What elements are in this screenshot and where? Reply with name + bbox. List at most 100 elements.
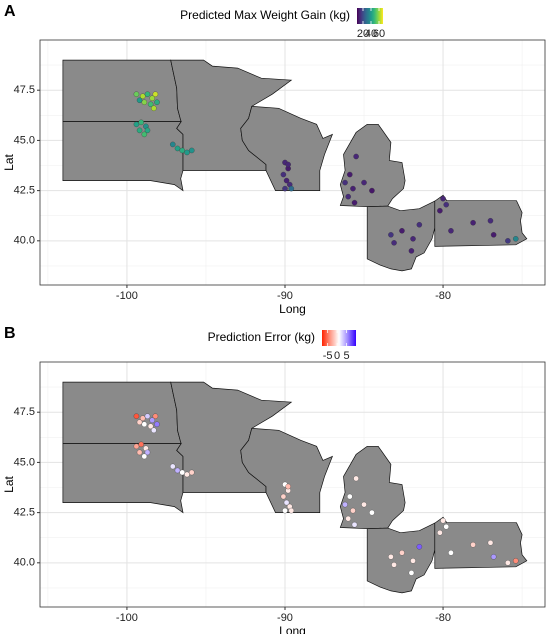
colorbar bbox=[357, 8, 383, 24]
colorbar-label: 0 bbox=[334, 350, 340, 362]
y-tick-label: 47.5 bbox=[14, 406, 35, 418]
site-point bbox=[283, 499, 290, 506]
x-tick-label: -100 bbox=[116, 612, 138, 624]
site-point bbox=[141, 421, 148, 428]
site-point bbox=[351, 521, 358, 528]
y-tick-label: 40.0 bbox=[14, 235, 35, 247]
site-point bbox=[144, 127, 151, 134]
site-point bbox=[136, 419, 143, 425]
site-point bbox=[283, 177, 290, 184]
site-point bbox=[513, 558, 519, 564]
panel-border bbox=[39, 39, 546, 286]
panel-label: A bbox=[4, 3, 16, 20]
colorbar-label: 5 bbox=[343, 350, 349, 362]
state bbox=[366, 522, 436, 594]
site-point bbox=[144, 91, 151, 97]
site-point bbox=[513, 236, 519, 242]
site-point bbox=[351, 199, 358, 206]
state bbox=[366, 200, 436, 272]
x-axis-label: Long bbox=[279, 302, 306, 316]
site-point bbox=[410, 558, 416, 564]
site-point bbox=[361, 179, 367, 186]
site-point bbox=[399, 550, 405, 556]
site-point bbox=[487, 539, 494, 546]
site-point bbox=[408, 248, 415, 254]
site-point bbox=[285, 483, 291, 490]
state bbox=[434, 194, 528, 247]
site-point bbox=[490, 554, 497, 560]
state bbox=[62, 443, 184, 514]
site-point bbox=[136, 127, 143, 134]
colorbar-label: 20 bbox=[357, 28, 369, 40]
state bbox=[62, 121, 184, 192]
site-point bbox=[288, 185, 295, 192]
site-point bbox=[347, 493, 353, 500]
legend-title: Prediction Error (kg) bbox=[208, 330, 315, 344]
x-tick-label: -90 bbox=[277, 612, 293, 624]
panel-border bbox=[39, 361, 546, 608]
site-point bbox=[347, 171, 353, 178]
site-point bbox=[179, 469, 186, 476]
site-point bbox=[138, 119, 144, 126]
site-point bbox=[152, 91, 159, 97]
site-point bbox=[280, 493, 287, 500]
site-point bbox=[144, 413, 151, 419]
site-point bbox=[188, 469, 195, 476]
x-tick-label: -80 bbox=[435, 612, 451, 624]
site-point bbox=[369, 187, 375, 194]
state bbox=[240, 427, 334, 513]
site-point bbox=[136, 449, 143, 456]
colorbar-label: -5 bbox=[323, 350, 333, 362]
site-point bbox=[440, 517, 446, 524]
site-point bbox=[353, 153, 359, 160]
site-point bbox=[282, 185, 288, 192]
site-point bbox=[133, 443, 140, 450]
site-point bbox=[505, 238, 511, 244]
y-tick-label: 47.5 bbox=[14, 84, 35, 96]
site-point bbox=[138, 441, 144, 448]
site-point bbox=[170, 141, 176, 148]
site-point bbox=[440, 195, 446, 202]
site-point bbox=[144, 449, 151, 456]
site-point bbox=[141, 99, 148, 106]
site-point bbox=[345, 193, 351, 200]
site-point bbox=[505, 560, 511, 566]
site-point bbox=[188, 147, 195, 154]
site-point bbox=[285, 161, 291, 168]
site-point bbox=[399, 228, 405, 234]
site-point bbox=[184, 149, 190, 156]
state bbox=[434, 516, 528, 569]
site-point bbox=[448, 550, 454, 556]
site-point bbox=[369, 509, 375, 516]
site-point bbox=[154, 421, 160, 428]
site-point bbox=[280, 171, 287, 178]
site-point bbox=[170, 463, 176, 470]
y-axis-label: Lat bbox=[2, 475, 16, 492]
site-point bbox=[345, 515, 351, 522]
y-tick-label: 42.5 bbox=[14, 185, 35, 197]
site-point bbox=[174, 467, 181, 474]
site-point bbox=[149, 417, 155, 423]
site-point bbox=[443, 201, 449, 208]
site-point bbox=[353, 475, 359, 482]
colorbar bbox=[322, 330, 356, 346]
x-tick-label: -90 bbox=[277, 290, 293, 302]
y-axis-label: Lat bbox=[2, 153, 16, 170]
x-axis-label: Long bbox=[279, 624, 306, 634]
site-point bbox=[147, 423, 154, 430]
site-point bbox=[282, 507, 288, 514]
site-point bbox=[437, 529, 443, 536]
site-point bbox=[448, 228, 454, 234]
site-point bbox=[133, 413, 140, 419]
state bbox=[240, 105, 334, 191]
site-point bbox=[470, 541, 476, 548]
site-point bbox=[490, 232, 497, 238]
site-point bbox=[136, 97, 143, 103]
colorbar-label: 60 bbox=[373, 28, 385, 40]
site-point bbox=[139, 93, 146, 99]
y-tick-label: 45.0 bbox=[14, 134, 35, 146]
state bbox=[339, 445, 406, 530]
y-tick-label: 42.5 bbox=[14, 507, 35, 519]
x-tick-label: -100 bbox=[116, 290, 138, 302]
